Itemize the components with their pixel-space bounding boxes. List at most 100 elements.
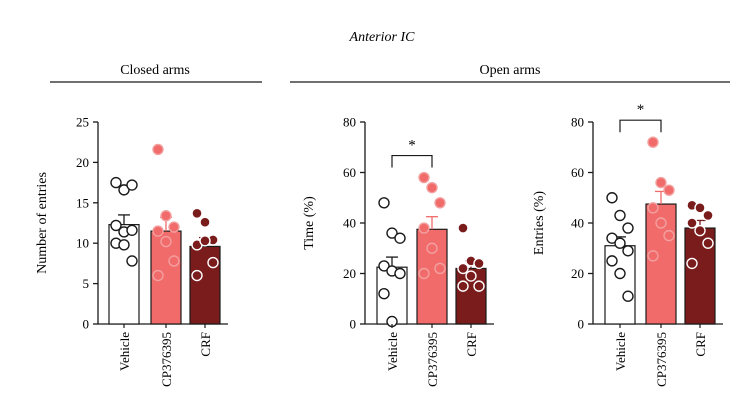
y-tick-label: 20 bbox=[76, 155, 89, 170]
y-tick-label: 40 bbox=[343, 216, 356, 231]
data-point bbox=[199, 216, 211, 228]
y-tick-label: 60 bbox=[571, 165, 584, 180]
data-point bbox=[160, 210, 172, 222]
data-point bbox=[394, 232, 406, 244]
data-point bbox=[152, 269, 164, 282]
data-point bbox=[686, 217, 698, 229]
chart-panel-0: 0 5 10 15 20 25 Number of entries Vehicle CP3763… bbox=[35, 115, 228, 387]
data-point bbox=[386, 227, 398, 239]
data-point bbox=[118, 184, 130, 196]
data-point bbox=[126, 224, 138, 236]
x-tick-label: CRF bbox=[693, 332, 708, 357]
data-point bbox=[694, 224, 706, 237]
data-point bbox=[378, 197, 390, 209]
y-axis-label: Number of entries bbox=[35, 172, 50, 274]
data-point bbox=[152, 225, 164, 237]
data-point bbox=[606, 232, 618, 244]
x-tick-label: CRF bbox=[464, 332, 479, 357]
data-point bbox=[168, 221, 180, 233]
significance-bracket bbox=[619, 119, 662, 133]
data-point bbox=[126, 179, 138, 191]
data-point bbox=[126, 255, 138, 267]
data-point bbox=[622, 245, 634, 257]
y-axis-label: Time (%) bbox=[302, 196, 317, 250]
y-tick-label: 60 bbox=[343, 165, 356, 180]
data-point bbox=[378, 260, 390, 272]
section-label-open-arms: Open arms bbox=[479, 63, 540, 78]
data-point bbox=[655, 217, 667, 229]
data-point bbox=[426, 181, 438, 194]
data-point bbox=[418, 222, 430, 234]
data-point bbox=[702, 209, 714, 222]
x-tick-label: Vehicle bbox=[613, 332, 628, 371]
y-tick-label: 40 bbox=[571, 216, 584, 231]
chart-panel-2: 0 20 40 60 80 Entries (%) Vehicle CP376395 CRF * bbox=[532, 102, 723, 387]
data-point bbox=[168, 255, 180, 267]
data-point bbox=[622, 222, 634, 234]
y-tick-label: 5 bbox=[83, 276, 90, 291]
y-tick-label: 25 bbox=[76, 115, 89, 130]
y-tick-label: 0 bbox=[578, 317, 585, 332]
x-tick-label: Vehicle bbox=[385, 332, 400, 371]
data-point bbox=[606, 255, 618, 267]
y-tick-label: 10 bbox=[76, 236, 89, 251]
data-point bbox=[457, 262, 469, 275]
data-point bbox=[110, 219, 122, 232]
chart-panels: 0 5 10 15 20 25 Number of entries Vehicle CP3763… bbox=[35, 102, 723, 387]
data-point bbox=[199, 235, 211, 247]
y-axis-label: Entries (%) bbox=[532, 191, 547, 255]
data-point bbox=[614, 209, 626, 222]
y-tick-label: 0 bbox=[350, 317, 357, 332]
y-tick-label: 20 bbox=[343, 266, 356, 281]
data-point bbox=[191, 269, 203, 282]
y-tick-label: 80 bbox=[571, 115, 584, 130]
data-point bbox=[647, 136, 659, 148]
data-point bbox=[473, 257, 485, 270]
data-point bbox=[473, 280, 485, 292]
section-label-closed-arms: Closed arms bbox=[120, 63, 190, 78]
data-point bbox=[686, 257, 698, 270]
data-point bbox=[663, 229, 675, 242]
data-point bbox=[702, 237, 714, 249]
data-point bbox=[418, 171, 430, 184]
significance-label: * bbox=[408, 138, 416, 154]
y-tick-label: 80 bbox=[343, 115, 356, 130]
data-point bbox=[457, 280, 469, 292]
x-tick-label: CRF bbox=[198, 332, 213, 357]
data-point bbox=[647, 202, 659, 214]
data-point bbox=[152, 143, 164, 156]
significance-bracket bbox=[391, 154, 433, 168]
x-tick-label: CP376395 bbox=[425, 332, 440, 387]
y-tick-label: 20 bbox=[571, 266, 584, 281]
data-point bbox=[694, 202, 706, 214]
data-point bbox=[647, 250, 659, 262]
data-point bbox=[663, 184, 675, 196]
data-point bbox=[426, 242, 438, 254]
data-point bbox=[434, 262, 446, 275]
x-tick-label: Vehicle bbox=[117, 332, 132, 371]
data-point bbox=[418, 267, 430, 280]
data-point bbox=[207, 256, 219, 269]
y-tick-label: 0 bbox=[83, 317, 90, 332]
significance-label: * bbox=[637, 102, 645, 118]
data-point bbox=[465, 270, 477, 282]
x-tick-label: CP376395 bbox=[654, 332, 669, 387]
data-point bbox=[191, 207, 203, 220]
data-point bbox=[110, 176, 122, 189]
data-point bbox=[655, 176, 667, 189]
x-tick-label: CP376395 bbox=[159, 332, 174, 387]
data-point bbox=[118, 239, 130, 251]
chart-panel-1: 0 20 40 60 80 Time (%) Vehicle CP376395 CRF * bbox=[302, 115, 494, 387]
data-point bbox=[622, 290, 634, 302]
data-point bbox=[434, 197, 446, 209]
data-point bbox=[457, 222, 469, 234]
figure-title: Anterior IC bbox=[349, 30, 416, 45]
data-point bbox=[614, 267, 626, 280]
data-point bbox=[614, 237, 626, 249]
y-tick-label: 15 bbox=[76, 195, 89, 210]
data-point bbox=[160, 235, 172, 248]
data-point bbox=[378, 288, 390, 300]
data-point bbox=[606, 192, 618, 204]
data-point bbox=[394, 267, 406, 280]
